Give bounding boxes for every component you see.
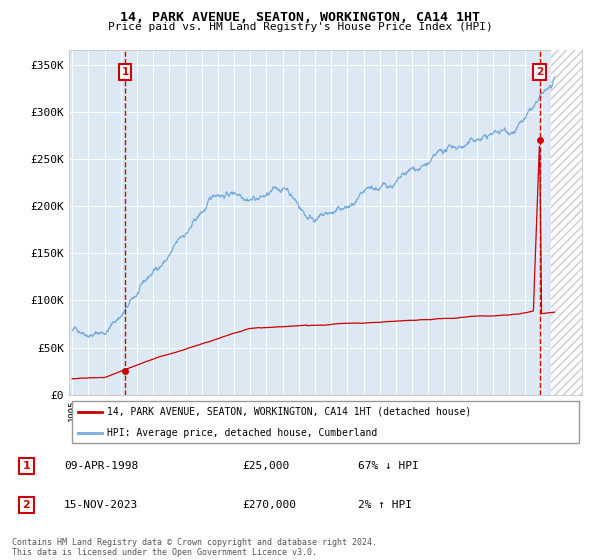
Text: 14, PARK AVENUE, SEATON, WORKINGTON, CA14 1HT: 14, PARK AVENUE, SEATON, WORKINGTON, CA1… — [120, 11, 480, 24]
Bar — [551, 50, 582, 395]
Text: 1: 1 — [122, 67, 129, 77]
Text: Contains HM Land Registry data © Crown copyright and database right 2024.
This d: Contains HM Land Registry data © Crown c… — [12, 538, 377, 557]
Text: £25,000: £25,000 — [242, 461, 290, 471]
FancyBboxPatch shape — [71, 401, 580, 444]
Text: 67% ↓ HPI: 67% ↓ HPI — [358, 461, 418, 471]
Text: HPI: Average price, detached house, Cumberland: HPI: Average price, detached house, Cumb… — [107, 428, 378, 438]
Text: 2: 2 — [23, 500, 30, 510]
Text: Price paid vs. HM Land Registry's House Price Index (HPI): Price paid vs. HM Land Registry's House … — [107, 22, 493, 32]
Text: 14, PARK AVENUE, SEATON, WORKINGTON, CA14 1HT (detached house): 14, PARK AVENUE, SEATON, WORKINGTON, CA1… — [107, 407, 472, 417]
Text: 09-APR-1998: 09-APR-1998 — [64, 461, 138, 471]
Bar — [551, 50, 582, 395]
Text: 1: 1 — [23, 461, 30, 471]
Text: 15-NOV-2023: 15-NOV-2023 — [64, 500, 138, 510]
Text: £270,000: £270,000 — [242, 500, 296, 510]
Text: 2: 2 — [536, 67, 543, 77]
Text: 2% ↑ HPI: 2% ↑ HPI — [358, 500, 412, 510]
